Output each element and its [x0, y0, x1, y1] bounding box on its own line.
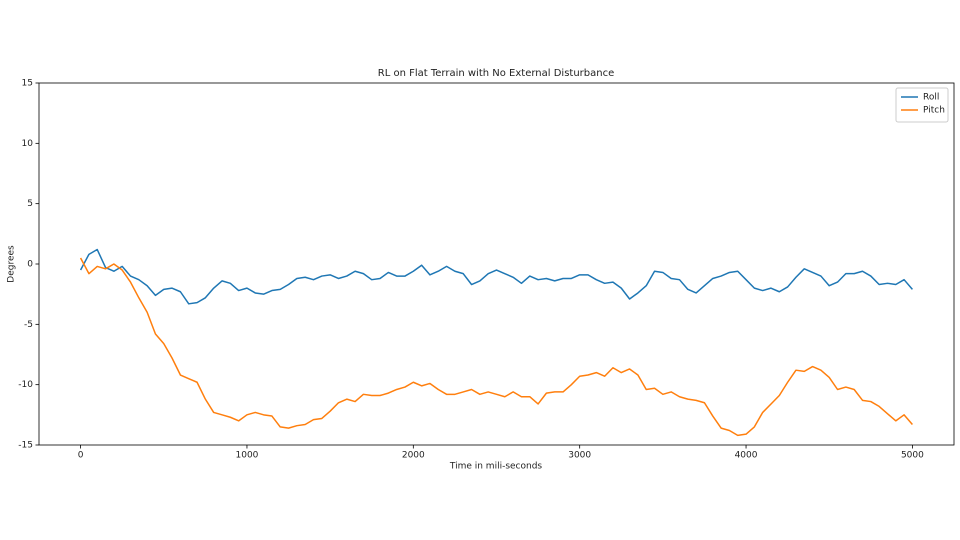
x-tick-label: 3000: [568, 451, 591, 461]
x-tick-label: 5000: [901, 451, 924, 461]
x-axis-label: Time in mili-seconds: [449, 462, 543, 472]
y-tick-label: 5: [27, 199, 33, 209]
y-tick-label: -5: [24, 320, 33, 330]
x-tick-label: 0: [78, 451, 84, 461]
legend-label: Pitch: [923, 106, 945, 116]
y-tick-label: -10: [18, 380, 33, 390]
y-tick-label: -15: [18, 441, 33, 451]
series-line: [79, 248, 913, 305]
y-tick-label: 0: [27, 260, 33, 270]
y-tick-label: 15: [22, 79, 33, 89]
y-tick-label: 10: [22, 139, 34, 149]
series-line: [79, 257, 913, 437]
x-tick-label: 2000: [402, 451, 425, 461]
legend-label: Roll: [923, 93, 939, 103]
x-tick-label: 4000: [735, 451, 758, 461]
plot-frame: [38, 82, 955, 446]
x-tick-label: 1000: [236, 451, 259, 461]
chart-title: RL on Flat Terrain with No External Dist…: [378, 68, 614, 79]
y-axis-label: Degrees: [7, 245, 17, 283]
